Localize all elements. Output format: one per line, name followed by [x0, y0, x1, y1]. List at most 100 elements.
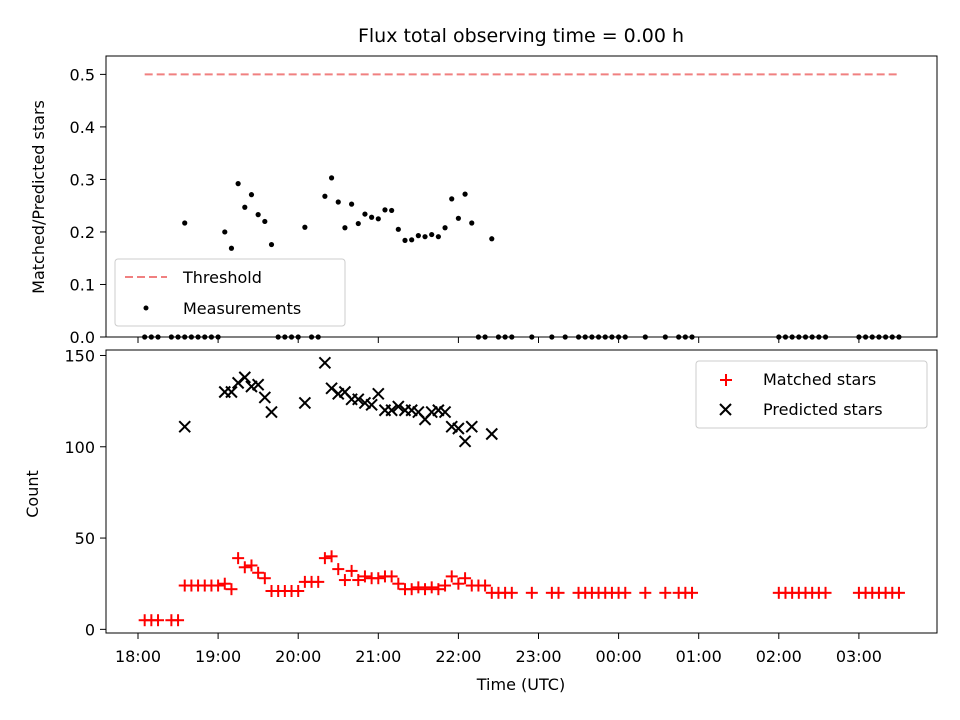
matched-star-point	[218, 577, 231, 590]
x-b	[412, 405, 425, 419]
measurement-point	[469, 220, 475, 226]
measurement-point	[182, 220, 188, 226]
measurement-point	[415, 233, 421, 239]
y-tick-label: 0.1	[70, 275, 95, 294]
bottom-y-ticks: 0 50 100 150	[64, 346, 106, 639]
predicted-star-point	[465, 420, 478, 433]
predicted-star-point	[372, 387, 385, 401]
matched-star-point	[325, 550, 338, 563]
matched-star-point	[819, 586, 832, 599]
measurement-point	[402, 237, 408, 243]
matched-star-point	[345, 564, 358, 577]
matched-star-point	[659, 586, 672, 599]
matched-star-point	[232, 552, 245, 565]
matched-star-point	[439, 579, 452, 592]
top-axes-frame	[105, 55, 938, 338]
matched-star-point	[252, 566, 265, 579]
measurement-point	[409, 237, 415, 243]
matched-star-point	[892, 586, 905, 599]
x-b	[325, 382, 338, 395]
top-x-ticks	[137, 337, 860, 343]
measurement-point	[328, 175, 335, 181]
x-b	[265, 405, 278, 419]
legend-predicted-label: Predicted stars	[763, 400, 883, 419]
matched-star-point	[479, 579, 492, 592]
legend-matched-label: Matched stars	[763, 370, 876, 389]
x-b	[452, 422, 465, 435]
matched-star-point	[225, 583, 238, 596]
y-tick-label: 100	[64, 438, 95, 457]
x-b	[485, 427, 498, 441]
bottom-panel: Count Time (UTC) 0 50 100 150 18:00 19:00 20:…	[23, 346, 938, 694]
x-tick-label: 03:00	[836, 647, 882, 666]
y-tick-label: 50	[75, 529, 95, 548]
matched-star-point	[245, 559, 258, 572]
top-legend: Threshold Measurements	[114, 258, 346, 327]
measurement-point	[302, 224, 308, 230]
matched-star-point	[312, 575, 325, 588]
measurement-point	[349, 201, 355, 207]
x-b	[225, 385, 238, 399]
matched-star-point	[432, 583, 445, 596]
y-tick-label: 0.0	[70, 328, 95, 347]
bottom-x-ticks: 18:00 19:00 20:00 21:00 22:00 23:00 00:00 01:00…	[115, 633, 882, 666]
measurement-point	[362, 211, 368, 217]
measurement-point	[342, 225, 348, 231]
x-b	[178, 420, 191, 433]
predicted-star-point	[438, 405, 452, 419]
bottom-plot-marks	[138, 356, 905, 627]
measurement-point	[369, 214, 375, 220]
x-tick-label: 19:00	[195, 647, 241, 666]
measurement-point	[268, 241, 275, 248]
x-b	[465, 420, 478, 433]
x-b	[258, 391, 272, 404]
predicted-star-point	[452, 422, 465, 435]
legend-matched-swatch	[720, 374, 732, 386]
x-tick-label: 00:00	[596, 647, 642, 666]
predicted-star-point	[238, 371, 252, 384]
x-b	[338, 385, 352, 399]
bottom-y-axis-label: Count	[23, 470, 42, 518]
matched-star-point	[445, 570, 458, 583]
predicted-star-point	[352, 393, 365, 406]
matched-star-point	[292, 585, 305, 598]
matched-star-point	[338, 574, 351, 587]
y-tick-label: 150	[64, 346, 95, 365]
measurement-point	[435, 234, 441, 240]
predicted-star-point	[251, 378, 265, 391]
bottom-axes-frame	[105, 349, 938, 634]
matched-star-point	[619, 586, 632, 599]
matched-star-point	[318, 552, 331, 565]
legend-threshold-label: Threshold	[182, 268, 262, 287]
predicted-star-point	[392, 400, 405, 413]
matched-star-point	[332, 563, 345, 576]
x-b	[298, 396, 312, 410]
measurement-point	[222, 229, 228, 235]
matched-star-point	[452, 577, 465, 590]
y-tick-label: 0	[85, 620, 95, 639]
matched-star-point	[392, 577, 405, 590]
x-b	[458, 435, 472, 448]
measurement-point	[395, 226, 401, 232]
matched-star-point	[639, 586, 652, 599]
legend-predicted-swatch	[719, 403, 732, 416]
matched-star-point	[425, 581, 438, 594]
x-axis-label: Time (UTC)	[476, 675, 565, 694]
y-tick-label: 0.5	[70, 65, 95, 84]
predicted-star-point	[365, 398, 378, 411]
x-b	[405, 404, 418, 417]
x-tick-label: 22:00	[435, 647, 481, 666]
matched-star-point	[385, 570, 398, 583]
x-b	[358, 396, 372, 410]
predicted-star-point	[225, 385, 238, 399]
matched-star-point	[372, 572, 385, 585]
measurement-point	[429, 231, 435, 238]
matched-star-point	[352, 574, 365, 587]
matched-star-point	[405, 583, 418, 596]
x-b	[352, 393, 365, 406]
bottom-legend-box	[695, 360, 928, 429]
legend-measurements-label: Measurements	[183, 299, 301, 318]
predicted-star-point	[265, 405, 278, 419]
matched-star-point	[412, 581, 425, 594]
matched-star-point	[686, 586, 699, 599]
